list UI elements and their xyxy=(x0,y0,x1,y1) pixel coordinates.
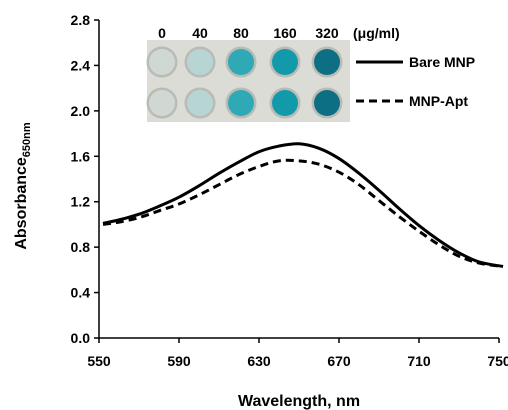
inset-wells xyxy=(146,46,343,119)
y-tick-label: 1.2 xyxy=(71,194,91,210)
well xyxy=(314,49,340,75)
well xyxy=(228,90,254,116)
legend: Bare MNP MNP-Apt xyxy=(356,54,475,109)
x-tick-label: 550 xyxy=(87,353,111,369)
legend-label-mnp-apt: MNP-Apt xyxy=(409,93,468,109)
well xyxy=(187,90,213,116)
inset-photo: 0 40 80 160 320 (μg/ml) xyxy=(146,25,400,122)
y-tick-label: 0.0 xyxy=(71,330,91,346)
y-axis-title-subscript: 650nm xyxy=(21,122,33,157)
well xyxy=(149,49,175,75)
y-tick-label: 0.8 xyxy=(71,239,91,255)
x-tick-label: 590 xyxy=(167,353,191,369)
concentration-unit: (μg/ml) xyxy=(353,25,400,41)
well xyxy=(314,90,340,116)
y-axis-ticks: 0.0 0.4 0.8 1.2 1.6 2.0 2.4 2.8 xyxy=(71,12,99,346)
x-tick-label: 710 xyxy=(407,353,431,369)
x-axis-ticks: 550 590 630 670 710 750 xyxy=(87,338,508,369)
y-axis-title-main: Absorbance xyxy=(13,157,30,250)
well xyxy=(272,49,298,75)
well xyxy=(228,49,254,75)
x-axis-title: Wavelength, nm xyxy=(238,393,360,410)
x-tick-label: 750 xyxy=(487,353,508,369)
concentration-label: 80 xyxy=(233,25,249,41)
series-line-mnp-apt xyxy=(102,158,504,268)
x-tick-label: 670 xyxy=(327,353,351,369)
y-axis-title: Absorbance650nm xyxy=(13,122,33,250)
y-tick-label: 2.0 xyxy=(71,103,91,119)
series-line-bare-mnp xyxy=(102,142,504,268)
well xyxy=(272,90,298,116)
y-tick-label: 1.6 xyxy=(71,148,91,164)
x-tick-label: 630 xyxy=(247,353,271,369)
legend-label-bare-mnp: Bare MNP xyxy=(409,54,475,70)
well xyxy=(149,90,175,116)
y-tick-label: 0.4 xyxy=(71,285,91,301)
concentration-label: 40 xyxy=(192,25,208,41)
y-tick-label: 2.4 xyxy=(71,57,91,73)
concentration-label: 0 xyxy=(158,25,166,41)
series-lines xyxy=(102,142,504,268)
concentration-label: 160 xyxy=(273,25,297,41)
well xyxy=(187,49,213,75)
y-tick-label: 2.8 xyxy=(71,12,91,28)
concentration-label: 320 xyxy=(315,25,339,41)
concentration-labels: 0 40 80 160 320 xyxy=(158,25,339,41)
